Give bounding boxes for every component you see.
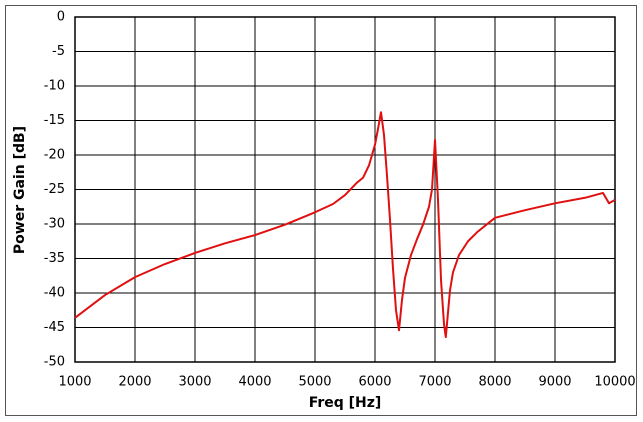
y-tick-label: -20: [44, 148, 65, 163]
y-tick-label: -25: [44, 182, 65, 197]
x-tick-label: 10000: [594, 375, 635, 390]
y-tick-label: -40: [44, 286, 65, 301]
x-tick-label: 3000: [178, 375, 211, 390]
x-tick-label: 9000: [538, 375, 571, 390]
y-axis-title: Power Gain [dB]: [12, 126, 28, 254]
data-line: [74, 111, 616, 339]
x-tick-label: 2000: [118, 375, 151, 390]
y-tick-label: -50: [44, 355, 65, 370]
x-tick-label: 6000: [358, 375, 391, 390]
y-tick-label: 0: [57, 10, 65, 25]
x-tick-label: 1000: [58, 375, 91, 390]
x-tick-label: 7000: [418, 375, 451, 390]
x-tick-label: 4000: [238, 375, 271, 390]
y-tick-label: -10: [44, 79, 65, 94]
y-tick-label: -45: [44, 320, 65, 335]
y-tick-label: -30: [44, 217, 65, 232]
y-tick-label: -5: [52, 44, 65, 59]
y-tick-label: -35: [44, 251, 65, 266]
plot-border: [74, 16, 616, 363]
x-tick-label: 8000: [478, 375, 511, 390]
x-axis-title: Freq [Hz]: [309, 395, 382, 411]
x-tick-label: 5000: [298, 375, 331, 390]
y-tick-label: -15: [44, 113, 65, 128]
